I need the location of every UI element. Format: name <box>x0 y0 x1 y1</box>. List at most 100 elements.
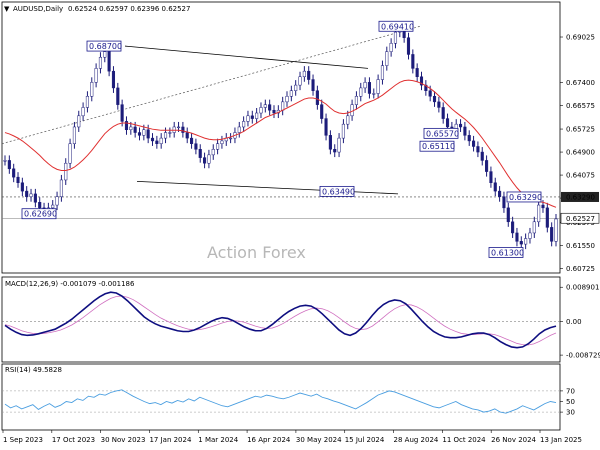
candle-body <box>285 96 289 103</box>
candle-body <box>268 104 272 111</box>
candle-body <box>519 241 523 245</box>
annotation-label: 0.63490 <box>322 187 355 196</box>
annotation-box <box>86 40 122 52</box>
candle-body <box>419 76 424 86</box>
candle-body <box>259 107 263 114</box>
annotation-label: 0.65110 <box>422 142 455 151</box>
annotation-box <box>319 185 355 197</box>
rsi-tick-label: 50 <box>566 398 575 406</box>
candle-body <box>120 104 124 122</box>
price-candles <box>3 24 558 250</box>
candle-body <box>545 207 549 228</box>
macd-signal-line <box>4 295 557 346</box>
candle-body <box>463 126 467 136</box>
candle-body <box>480 151 484 161</box>
time-tick-label: 1 Sep 2023 <box>3 436 43 444</box>
annotation-box <box>419 140 455 152</box>
candle-body <box>311 79 315 91</box>
candle-body <box>133 126 137 133</box>
candle-body <box>250 115 254 119</box>
candle-body <box>333 149 337 153</box>
candle-body <box>85 96 89 108</box>
candle-body <box>263 104 267 108</box>
candle-body <box>72 126 76 144</box>
candle-body <box>124 121 129 131</box>
time-tick-label: 17 Oct 2023 <box>52 436 95 444</box>
candle-body <box>129 126 133 131</box>
candle-body <box>441 107 445 119</box>
candle-body <box>81 107 85 117</box>
candle-body <box>341 123 345 139</box>
candle-body <box>94 68 98 83</box>
candle-body <box>194 143 198 150</box>
candle-body <box>428 90 432 97</box>
candle-body <box>211 149 215 156</box>
candle-body <box>3 160 7 162</box>
macd-panel-frame <box>1 276 561 363</box>
annotation-label: 0.69410 <box>381 22 414 31</box>
price-tick-label: 0.64075 <box>566 172 595 180</box>
candle-body <box>38 202 42 209</box>
candle-body <box>554 218 558 242</box>
rsi-axis: 70 50 30 <box>560 387 575 417</box>
candle-body <box>77 115 81 128</box>
candle-body <box>190 137 194 144</box>
symbol-label: AUDUSD,Daily <box>13 5 63 13</box>
candle-body <box>55 196 59 206</box>
price-axis: 0.69025 0.67400 0.66575 0.65725 0.64900 0.640… <box>560 34 600 273</box>
candle-body <box>372 93 376 95</box>
time-tick-label: 30 Nov 2023 <box>101 436 146 444</box>
candle-body <box>380 65 385 80</box>
annotation-box <box>423 127 459 139</box>
rsi-label: RSI(14) 49.5828 <box>5 366 62 374</box>
candle-body <box>155 140 159 144</box>
candle-body <box>493 182 497 192</box>
price-tick-label: 0.69025 <box>566 34 595 42</box>
candle-body <box>324 118 328 136</box>
level-price-tag <box>561 191 599 202</box>
watermark: Action Forex <box>207 243 306 262</box>
candle-body <box>376 79 380 94</box>
candle-body <box>350 104 354 117</box>
candle-body <box>33 193 37 203</box>
candle-body <box>168 132 172 134</box>
candle-body <box>328 135 332 150</box>
candle-body <box>467 135 471 142</box>
candle-body <box>163 132 168 139</box>
macd-tick-label: -0.008729 <box>566 352 600 360</box>
candle-body <box>315 90 319 105</box>
candle-body <box>346 115 350 125</box>
candle-body <box>432 96 437 103</box>
symbol-dropdown-icon[interactable]: ▼ <box>4 5 10 13</box>
candle-body <box>406 37 411 55</box>
candle-body <box>320 104 324 119</box>
candle-body <box>445 118 450 128</box>
candle-body <box>111 70 116 89</box>
current-price-label: 0.62527 <box>566 215 595 223</box>
candle-body <box>485 160 489 172</box>
ohlc-label: 0.62524 0.62597 0.62396 0.62527 <box>68 5 190 13</box>
candle-body <box>68 143 72 164</box>
annotation-label: 0.62690 <box>24 210 57 219</box>
candle-body <box>289 90 293 97</box>
price-tick-label: 0.65725 <box>566 126 595 134</box>
rsi-panel-frame <box>1 363 561 431</box>
candle-body <box>185 132 189 139</box>
candle-body <box>359 87 363 97</box>
candle-body <box>272 109 276 114</box>
time-tick-label: 26 Nov 2024 <box>491 436 536 444</box>
time-tick-label: 11 Oct 2024 <box>442 436 486 444</box>
rsi-line <box>2 389 560 414</box>
candle-body <box>59 179 63 197</box>
candle-body <box>237 126 241 133</box>
candle-body <box>393 31 398 44</box>
candle-body <box>137 132 142 136</box>
ma-line <box>4 79 557 208</box>
price-tick-label: 0.67400 <box>566 79 595 87</box>
time-tick-label: 28 Aug 2024 <box>394 436 439 444</box>
candle-body <box>159 137 163 144</box>
rsi-tick-label: 70 <box>566 387 575 395</box>
candle-body <box>354 96 358 105</box>
candle-body <box>476 146 480 153</box>
